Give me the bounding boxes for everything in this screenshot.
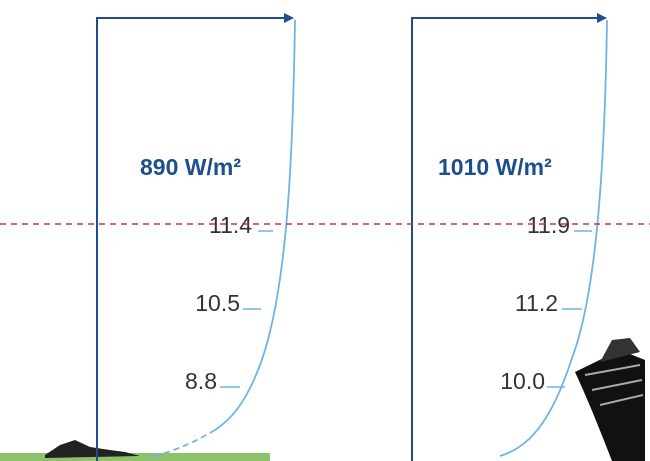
ship [575, 338, 645, 461]
speed-label: 8.8 [185, 368, 217, 394]
speed-label: 11.2 [515, 290, 558, 316]
ground [0, 453, 270, 461]
speed-label: 11.9 [527, 212, 570, 238]
power-density: 1010 W/m² [438, 154, 552, 180]
speed-label: 10.0 [500, 368, 545, 394]
speed-label: 11.4 [209, 212, 252, 238]
profile-axis [412, 18, 605, 461]
wind-profile-diagram: 890 W/m² 11.4 10.5 8.8 1010 W/m² 11.9 11… [0, 0, 650, 461]
speed-label: 10.5 [195, 290, 240, 316]
island [45, 440, 140, 458]
profile-axis [97, 18, 292, 461]
power-density: 890 W/m² [140, 154, 241, 180]
